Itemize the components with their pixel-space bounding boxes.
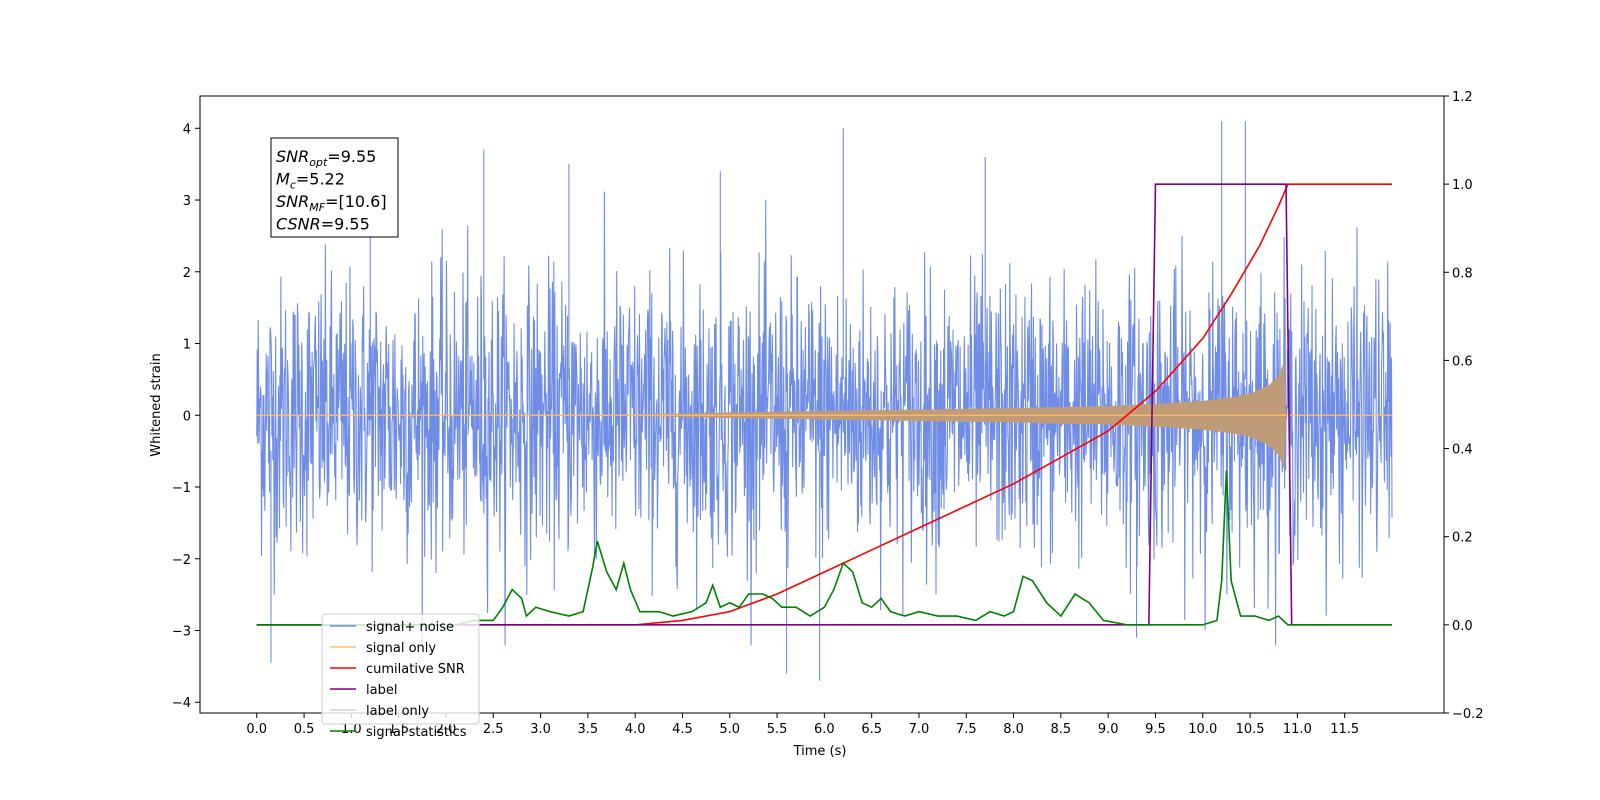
- legend-label: cumilative SNR: [366, 662, 465, 677]
- x-tick-label: 11.5: [1330, 722, 1359, 737]
- series-cumulative-snr: [256, 183, 1392, 626]
- x-tick-label: 1.0: [341, 722, 362, 737]
- legend-label: signal statistics: [366, 725, 467, 740]
- x-tick-label: 7.5: [956, 722, 977, 737]
- annotation-line: CSNR=9.55: [276, 215, 370, 234]
- series-signal-noise: [256, 121, 1393, 681]
- x-tick-label: 6.5: [861, 722, 882, 737]
- y-left-tick-label: 4: [183, 122, 191, 137]
- x-tick-label: 10.0: [1188, 722, 1217, 737]
- x-tick-label: 1.5: [388, 722, 409, 737]
- x-tick-label: 5.5: [767, 722, 788, 737]
- x-tick-label: 11.0: [1283, 722, 1312, 737]
- plot-frame: [199, 95, 1445, 714]
- x-tick-label: 8.5: [1051, 722, 1072, 737]
- y-axis-label: Whitened strain: [149, 353, 164, 456]
- x-tick-label: 2.0: [436, 722, 457, 737]
- series-signal-statistics: [256, 470, 1392, 626]
- y-left-tick-label: 2: [183, 266, 191, 281]
- x-tick-label: 0.0: [246, 722, 267, 737]
- legend-label: label: [366, 683, 397, 698]
- x-tick-label: 3.5: [578, 722, 599, 737]
- annotation-line: SNRMF=[10.6]: [276, 192, 387, 214]
- y-left-tick-label: 0: [183, 409, 191, 424]
- y-right-tick-label: 0.2: [1452, 531, 1473, 546]
- y-left-tick-label: 3: [183, 194, 191, 209]
- legend-label: signal only: [366, 641, 436, 656]
- x-tick-label: 5.0: [719, 722, 740, 737]
- y-left-tick-label: 1: [183, 338, 191, 353]
- x-tick-label: 0.5: [294, 722, 315, 737]
- y-right-tick-label: 0.8: [1452, 266, 1473, 281]
- y-right-tick-label: 1.2: [1452, 90, 1473, 105]
- y-left-tick-label: −3: [172, 624, 191, 639]
- x-tick-label: 7.0: [909, 722, 930, 737]
- annotation-line: Mc=5.22: [276, 170, 345, 192]
- annotation-line: SNRopt=9.55: [276, 147, 376, 169]
- y-right-tick-label: 0.6: [1452, 354, 1473, 369]
- legend: signal+ noise signal only cumilative SNR la…: [321, 613, 480, 740]
- legend-label: signal+ noise: [366, 620, 454, 635]
- x-tick-label: 2.5: [483, 722, 504, 737]
- annotation-frame: [270, 137, 399, 238]
- legend-label: label only: [366, 704, 429, 719]
- y-left-tick-label: −4: [172, 696, 191, 711]
- y-right-tick-label: 0.4: [1452, 443, 1473, 458]
- x-tick-label: 9.5: [1145, 722, 1166, 737]
- y-right-tick-label: 1.0: [1452, 178, 1473, 193]
- x-tick-label: 8.0: [1003, 722, 1024, 737]
- x-tick-label: 10.5: [1236, 722, 1265, 737]
- x-tick-label: 6.0: [814, 722, 835, 737]
- y-right-tick-label: 0.0: [1452, 619, 1473, 634]
- y-left-tick-label: −2: [172, 553, 191, 568]
- x-tick-label: 9.0: [1098, 722, 1119, 737]
- x-tick-label: 3.0: [530, 722, 551, 737]
- x-tick-label: 4.5: [672, 722, 693, 737]
- x-axis-label: Time (s): [793, 744, 847, 759]
- x-tick-label: 4.0: [625, 722, 646, 737]
- y-left-tick-label: −1: [172, 481, 191, 496]
- legend-frame: [321, 613, 480, 725]
- y-right-tick-label: −0.2: [1452, 707, 1484, 722]
